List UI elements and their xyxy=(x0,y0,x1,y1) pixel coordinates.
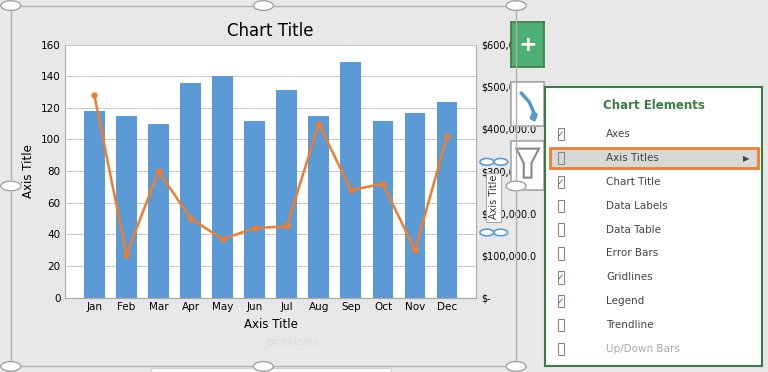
Text: Data Labels: Data Labels xyxy=(606,201,667,211)
Bar xyxy=(437,102,458,298)
Text: Chart Title: Chart Title xyxy=(606,177,660,187)
FancyBboxPatch shape xyxy=(558,176,564,188)
Text: Up/Down Bars: Up/Down Bars xyxy=(606,344,680,354)
Bar xyxy=(405,113,425,298)
Text: Trendline: Trendline xyxy=(606,320,654,330)
FancyBboxPatch shape xyxy=(558,295,564,307)
Bar xyxy=(212,76,233,298)
FancyBboxPatch shape xyxy=(558,271,564,283)
FancyBboxPatch shape xyxy=(558,224,564,236)
Text: ✓: ✓ xyxy=(557,130,564,139)
FancyBboxPatch shape xyxy=(558,343,564,355)
FancyBboxPatch shape xyxy=(558,128,564,140)
Text: Gridlines: Gridlines xyxy=(606,272,653,282)
Text: Error Bars: Error Bars xyxy=(606,248,658,259)
Bar xyxy=(84,111,104,298)
Text: Axis Titles: Axis Titles xyxy=(606,153,659,163)
Text: ✓: ✓ xyxy=(557,297,564,306)
Text: +: + xyxy=(518,35,537,55)
FancyBboxPatch shape xyxy=(558,152,564,164)
Bar xyxy=(180,83,201,298)
Y-axis label: Axis Title: Axis Title xyxy=(22,144,35,198)
Bar xyxy=(148,124,169,298)
Text: Axis Title: Axis Title xyxy=(488,175,499,219)
Legend: No. of Sales, Average Sales Price: No. of Sales, Average Sales Price xyxy=(151,368,391,372)
Bar xyxy=(276,90,297,298)
Text: ✓: ✓ xyxy=(557,273,564,282)
FancyBboxPatch shape xyxy=(550,148,757,168)
Title: Chart Title: Chart Title xyxy=(227,22,314,40)
Text: exceldemy: exceldemy xyxy=(265,337,319,347)
Polygon shape xyxy=(530,112,538,121)
FancyBboxPatch shape xyxy=(558,319,564,331)
Text: Axes: Axes xyxy=(606,129,631,139)
Text: Chart Elements: Chart Elements xyxy=(603,99,704,112)
Bar xyxy=(309,116,329,298)
Bar xyxy=(244,121,265,298)
Text: Data Table: Data Table xyxy=(606,225,661,235)
X-axis label: Axis Title: Axis Title xyxy=(243,318,298,331)
Bar xyxy=(116,116,137,298)
FancyBboxPatch shape xyxy=(558,247,564,260)
Bar xyxy=(372,121,393,298)
FancyBboxPatch shape xyxy=(558,200,564,212)
Text: ✓: ✓ xyxy=(557,177,564,186)
Text: Legend: Legend xyxy=(606,296,644,306)
Bar xyxy=(340,62,361,298)
Text: ▶: ▶ xyxy=(743,154,750,163)
